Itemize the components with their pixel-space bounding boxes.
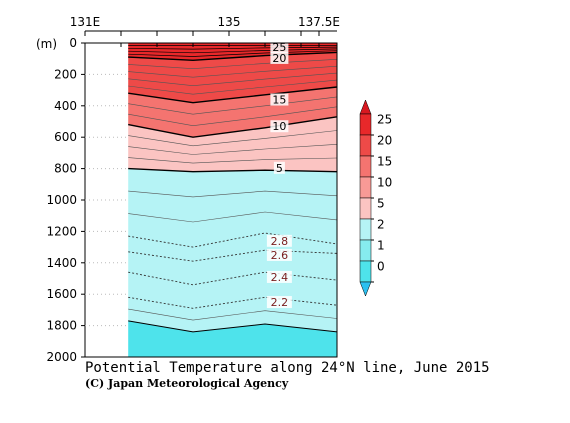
minor-contour — [128, 59, 338, 70]
colorbar-label: 2 — [377, 217, 385, 231]
y-tick-label: 200 — [54, 67, 77, 81]
contour-label: 2.4 — [271, 271, 289, 284]
colorbar-cap-top — [359, 99, 372, 115]
y-tick-label: 2000 — [46, 350, 77, 364]
contour-label-bg — [270, 51, 289, 64]
minor-contour — [128, 157, 338, 164]
contour-2.2 — [128, 296, 338, 309]
contour-label: 25 — [272, 41, 286, 54]
contour-lines — [128, 45, 338, 333]
contour-label: 2.8 — [271, 235, 289, 248]
contour-label-bg — [270, 120, 289, 133]
minor-contour — [128, 106, 338, 127]
surface-contour — [128, 50, 338, 57]
contour-2 — [128, 320, 338, 333]
axes: 0 200 400 600 800 1000 1200 1400 1600 1800 2000 131… — [46, 15, 340, 364]
colorbar-swatch — [359, 155, 372, 178]
contour-label-bg — [270, 40, 289, 53]
minor-contour — [128, 190, 338, 198]
colorbar-swatch — [359, 134, 372, 157]
colorbar-label: 5 — [377, 196, 385, 210]
minor-contour — [128, 72, 338, 87]
colorbar-swatch — [359, 239, 372, 262]
y-tick-label: 1200 — [46, 224, 77, 238]
contour-label: 2.6 — [271, 249, 289, 262]
contour-label-bg — [273, 161, 285, 174]
band-4 — [128, 168, 337, 332]
contour-2.6 — [128, 249, 338, 262]
y-axis-unit-label: (m) — [36, 37, 57, 51]
colorbar-swatch — [359, 113, 372, 136]
y-tick-label: 800 — [54, 162, 77, 176]
contour-2.4 — [128, 271, 338, 286]
band-1 — [128, 52, 337, 103]
y-tick-label: 0 — [69, 36, 77, 50]
colorbar-swatch — [359, 197, 372, 220]
temperature-bands — [128, 43, 337, 357]
contour-label: 15 — [272, 94, 286, 107]
colorbar-swatch — [359, 218, 372, 241]
surface-contour — [128, 52, 338, 61]
y-tick-label: 1400 — [46, 256, 77, 270]
contour-label: 10 — [272, 120, 286, 133]
surface-contour — [128, 46, 338, 50]
minor-contour — [128, 308, 338, 321]
colorbar-label: 10 — [377, 175, 392, 189]
minor-contour — [128, 65, 338, 78]
colorbar-label: 15 — [377, 154, 392, 168]
contour-label-bg — [266, 270, 292, 283]
contour-10 — [128, 116, 338, 138]
minor-contour — [128, 144, 338, 155]
colorbar-label: 1 — [377, 238, 385, 252]
minor-contour — [128, 130, 338, 147]
colorbar-swatch — [359, 176, 372, 199]
credit-text: (C) Japan Meteorological Agency — [85, 377, 289, 390]
x-tick-label: 137.5E — [298, 15, 340, 29]
colorbar-label: 0 — [377, 259, 385, 273]
colorbar-swatch — [359, 260, 372, 283]
minor-contour — [128, 211, 338, 223]
colorbar-label: 20 — [377, 133, 392, 147]
y-tick-label: 1600 — [46, 287, 77, 301]
contour-label-bg — [266, 234, 292, 247]
minor-contour — [128, 79, 338, 95]
y-tick-label: 600 — [54, 130, 77, 144]
contour-2.8 — [128, 232, 338, 248]
colorbar-label: 25 — [377, 112, 392, 126]
surface-contour — [128, 48, 338, 54]
colorbar-cap-bottom — [359, 281, 372, 297]
y-tick-label: 1800 — [46, 319, 77, 333]
contour-label-bg — [266, 296, 292, 309]
minor-contour — [128, 96, 338, 115]
y-tick-label: 1000 — [46, 193, 77, 207]
x-tick-label: 135 — [218, 15, 241, 29]
x-tick-label: 131E — [70, 15, 101, 29]
contour-label-bg — [266, 248, 292, 261]
contour-5 — [128, 167, 338, 173]
y-tick-label: 400 — [54, 99, 77, 113]
contour-label: 2.2 — [271, 296, 289, 309]
contour-label-bg — [270, 93, 289, 106]
contour-label: 5 — [276, 162, 283, 175]
contour-15 — [128, 86, 338, 104]
contour-label: 20 — [272, 52, 286, 65]
chart-title: Potential Temperature along 24°N line, J… — [85, 360, 490, 376]
